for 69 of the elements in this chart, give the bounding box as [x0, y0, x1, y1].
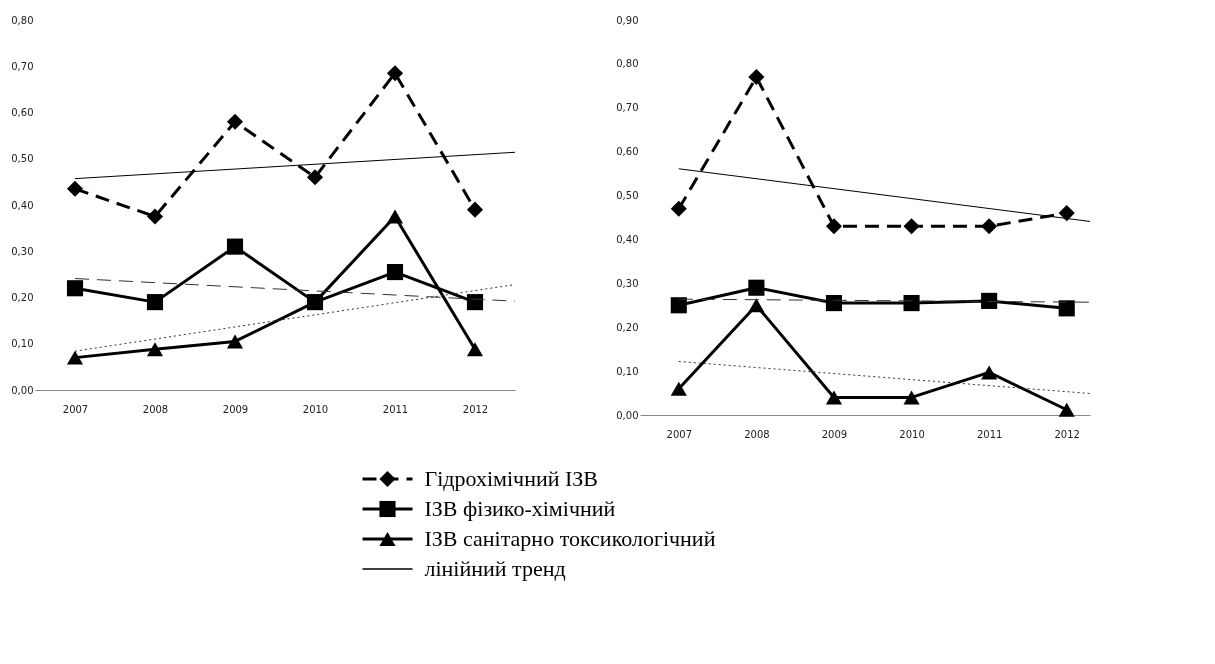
point [66, 350, 84, 365]
point [981, 292, 998, 309]
y-tick-label: 0,80 [616, 58, 639, 70]
y-tick-label: 0,20 [616, 321, 639, 333]
y-tick-label: 0,10 [11, 338, 34, 350]
point [1058, 300, 1075, 317]
y-tick-label: 0,20 [11, 292, 34, 303]
point [670, 297, 687, 314]
point [466, 201, 484, 218]
point [146, 342, 164, 357]
point [146, 294, 164, 311]
point [306, 169, 324, 186]
y-tick-label: 0,30 [616, 277, 639, 289]
point [903, 218, 920, 235]
point [981, 365, 998, 380]
point [825, 218, 843, 235]
point [825, 295, 843, 312]
legend-label: Гідрохімічний ІЗВ [424, 466, 599, 491]
x-tick-label: 2009 [222, 403, 249, 415]
point [146, 208, 164, 225]
point [226, 334, 244, 349]
y-tick-label: 0,50 [11, 153, 34, 165]
point [66, 280, 84, 297]
x-tick-label: 2008 [142, 403, 169, 415]
point [670, 381, 687, 396]
point [226, 113, 244, 130]
point [670, 200, 687, 217]
point [1058, 205, 1075, 222]
point [466, 294, 484, 311]
y-tick-label: 0,70 [616, 102, 639, 114]
y-tick-label: 0,40 [11, 199, 34, 211]
y-tick-label: 0,60 [11, 107, 34, 118]
point [386, 209, 404, 224]
legend-label: лінійний тренд [424, 556, 566, 581]
y-tick-label: 0,00 [11, 384, 34, 396]
y-tick-label: 0,00 [616, 409, 639, 421]
y-tick-label: 0,40 [616, 233, 639, 245]
point [981, 218, 998, 235]
point [903, 295, 920, 312]
point [66, 180, 84, 197]
y-tick-label: 0,50 [616, 190, 639, 202]
point [386, 264, 404, 281]
point [466, 342, 484, 357]
x-tick-label: 2009 [821, 428, 848, 440]
point [748, 298, 765, 313]
y-tick-label: 0,80 [11, 14, 34, 26]
legend-label: ІЗВ санітарно токсикологічний [424, 526, 716, 551]
x-tick-label: 2007 [666, 428, 693, 440]
point [748, 279, 765, 296]
y-tick-label: 0,90 [616, 14, 639, 26]
x-tick-label: 2008 [744, 428, 770, 440]
y-tick-label: 0,10 [616, 365, 639, 377]
y-tick-label: 0,30 [11, 245, 34, 257]
x-tick-label: 2011 [976, 428, 1003, 440]
x-tick-label: 2012 [1054, 428, 1080, 440]
point [825, 390, 843, 405]
point [903, 390, 920, 405]
x-tick-label: 2011 [382, 403, 409, 415]
point [1058, 402, 1075, 417]
x-tick-label: 2010 [302, 403, 329, 415]
legend-label: ІЗВ фізико-хімічний [424, 496, 616, 521]
point [748, 68, 765, 86]
x-tick-label: 2012 [462, 403, 489, 415]
x-tick-label: 2010 [899, 428, 925, 440]
y-tick-label: 0,60 [616, 146, 639, 158]
point [386, 65, 404, 82]
x-tick-label: 2007 [62, 403, 89, 415]
point [226, 238, 244, 255]
y-tick-label: 0,70 [11, 60, 34, 72]
